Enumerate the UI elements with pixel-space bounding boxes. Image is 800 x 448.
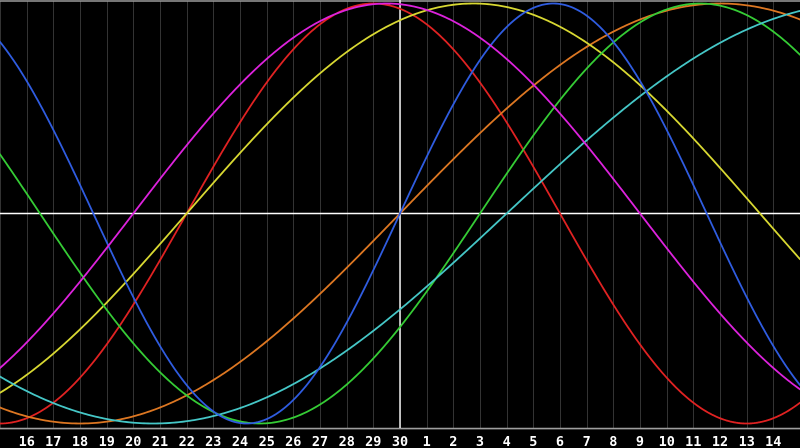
x-tick-label-28: 28	[339, 434, 355, 448]
curve-yellow-sine-43-day	[0, 2, 800, 394]
x-tick-label-9: 9	[636, 434, 644, 448]
x-tick-label-17: 17	[45, 434, 61, 448]
x-tick-label-27: 27	[312, 434, 328, 448]
x-tick-label-21: 21	[152, 434, 168, 448]
x-tick-label-3: 3	[476, 434, 484, 448]
curve-magenta-sine-38-day	[0, 2, 800, 391]
x-tick-label-7: 7	[583, 434, 591, 448]
x-tick-label-13: 13	[739, 434, 755, 448]
x-tick-label-22: 22	[179, 434, 195, 448]
x-tick-label-2: 2	[449, 434, 457, 448]
x-tick-label-1: 1	[423, 434, 431, 448]
x-tick-label-24: 24	[232, 434, 248, 448]
curve-cyan-sine-53-day	[0, 10, 800, 425]
x-tick-label-11: 11	[685, 434, 701, 448]
x-tick-label-4: 4	[503, 434, 511, 448]
curve-blue-sine-23-day	[0, 2, 800, 425]
x-tick-label-18: 18	[72, 434, 88, 448]
x-tick-label-16: 16	[19, 434, 35, 448]
curve-red-sine-28-day	[0, 2, 800, 425]
x-tick-label-10: 10	[659, 434, 675, 448]
curve-green-sine-33-day	[0, 2, 800, 425]
x-tick-label-6: 6	[556, 434, 564, 448]
x-tick-label-29: 29	[365, 434, 381, 448]
x-tick-label-25: 25	[259, 434, 275, 448]
x-tick-label-12: 12	[712, 434, 728, 448]
x-tick-label-20: 20	[125, 434, 141, 448]
x-tick-label-23: 23	[205, 434, 221, 448]
x-tick-label-8: 8	[609, 434, 617, 448]
x-tick-label-14: 14	[765, 434, 781, 448]
x-tick-label-30: 30	[392, 434, 408, 448]
x-tick-label-19: 19	[99, 434, 115, 448]
x-tick-label-5: 5	[529, 434, 537, 448]
x-tick-label-26: 26	[285, 434, 301, 448]
